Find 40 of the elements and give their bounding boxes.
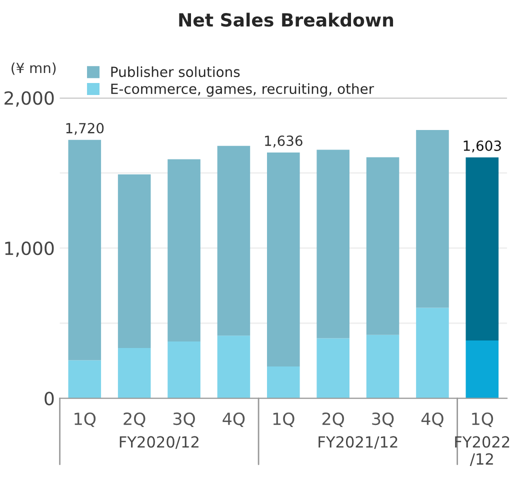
bar: [466, 157, 499, 340]
bar: [366, 157, 400, 335]
bar: [267, 152, 300, 366]
y-tick-label: 0: [44, 392, 54, 406]
bar: [267, 366, 300, 398]
total-label: 1,636: [265, 136, 302, 148]
bar: [217, 146, 250, 336]
x-tick-label: 2Q: [124, 412, 146, 427]
bar: [118, 348, 151, 398]
x-tick-label: 2Q: [322, 412, 344, 427]
y-axis-title: (¥ mn): [12, 62, 56, 75]
chart-title: Net Sales Breakdown: [179, 12, 394, 27]
bar: [168, 159, 200, 342]
y-tick-label: 1,000: [5, 242, 54, 257]
legend-label: E-commerce, games, recruiting, other: [111, 83, 374, 97]
total-label: 1,603: [464, 140, 501, 152]
bar: [168, 342, 200, 398]
legend-label: Publisher solutions: [111, 66, 240, 78]
text: FY2022 /12: [455, 436, 510, 466]
bar: [316, 338, 350, 398]
x-tick-label: 4Q: [421, 412, 444, 427]
x-tick-label: 1Q: [273, 412, 294, 427]
bar: [68, 360, 102, 398]
text: FY2020/12: [120, 436, 198, 449]
x-tick-label: 3Q: [173, 412, 195, 427]
bar: [217, 336, 250, 398]
bar: [416, 308, 449, 398]
bar: [68, 140, 102, 360]
y-tick-label: 2,000: [4, 91, 54, 107]
bar: [416, 130, 449, 308]
bar: [466, 340, 499, 398]
x-tick-label: 4Q: [222, 412, 245, 427]
total-label: 1,720: [66, 122, 104, 135]
bar: [316, 150, 350, 338]
x-tick-label: 1Q: [472, 412, 494, 427]
bar: [366, 334, 400, 398]
bar: [118, 174, 151, 348]
x-tick-label: 3Q: [372, 412, 394, 427]
text: FY2021/12: [318, 436, 398, 449]
x-tick-label: 1Q: [74, 412, 96, 427]
